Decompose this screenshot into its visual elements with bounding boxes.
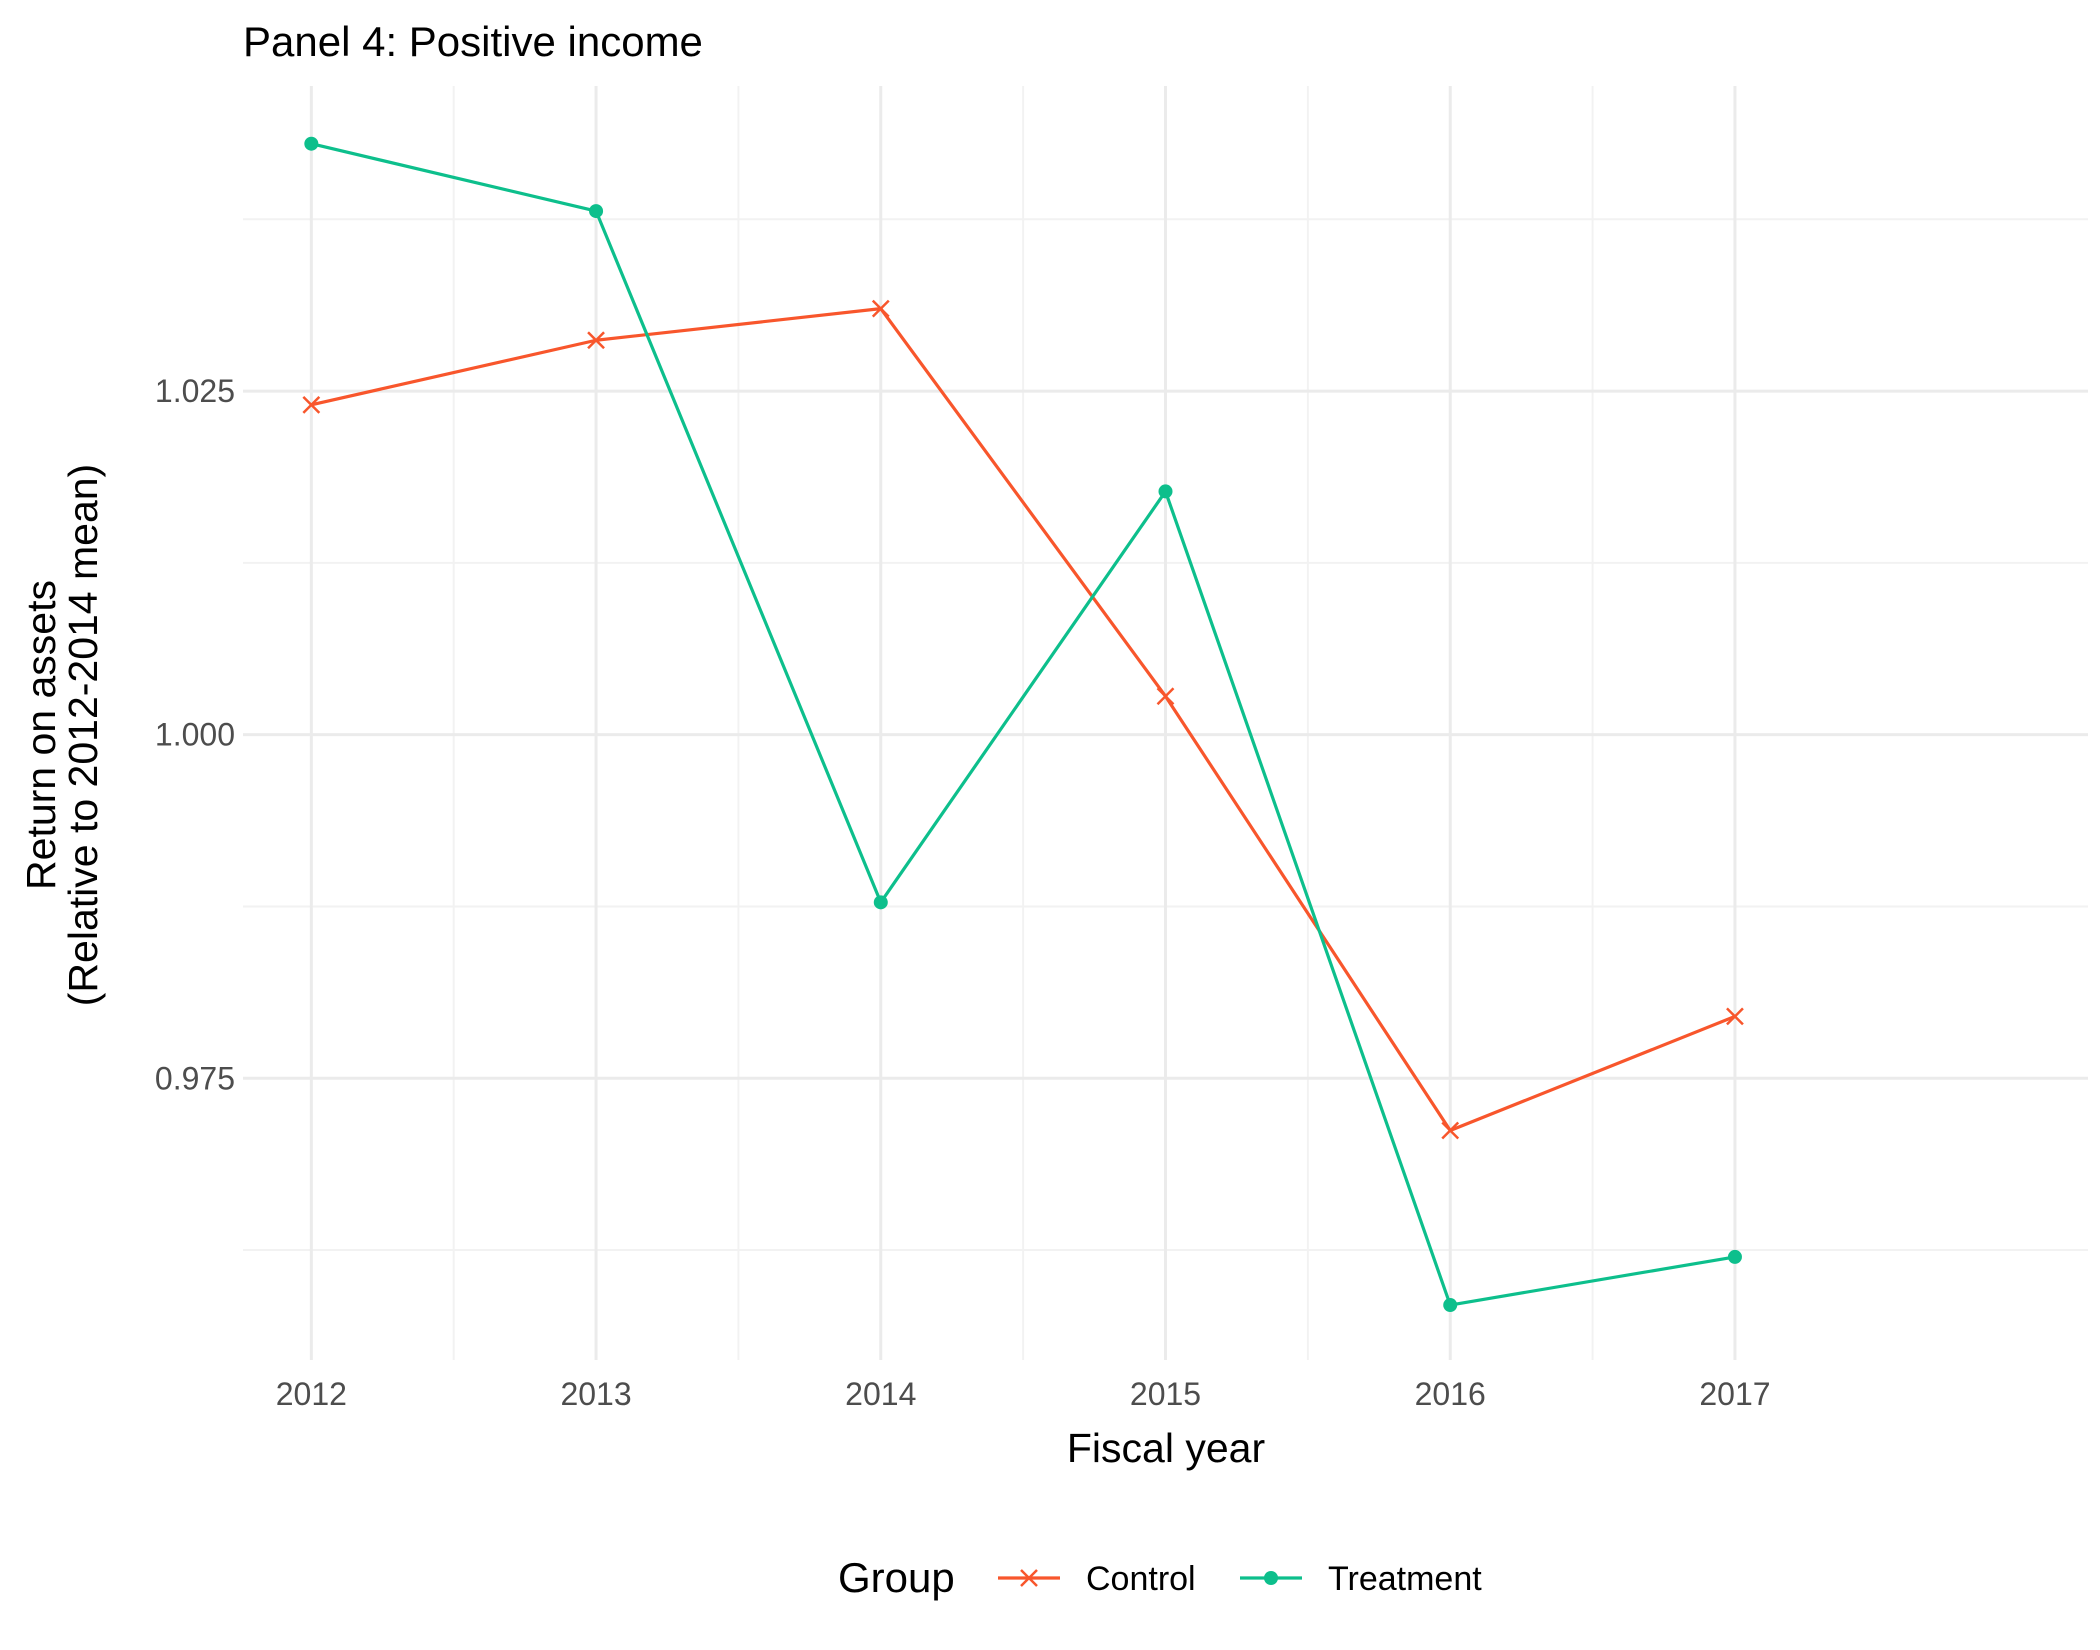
y-axis-title-line1: Return on assets — [18, 580, 64, 890]
control-point — [1441, 1121, 1460, 1140]
treatment-point — [1727, 1249, 1742, 1264]
chart-title: Panel 4: Positive income — [243, 18, 703, 65]
series-layer — [302, 136, 1744, 1313]
treatment-point — [589, 204, 604, 219]
axis-ticks: 0.975 1.000 1.025 2012 2013 2014 2015 2016 2017 — [155, 373, 1771, 1412]
marker-stroke — [871, 299, 890, 318]
marker-stroke — [1441, 1121, 1460, 1140]
y-tick-label: 1.025 — [155, 373, 235, 409]
control-line — [310, 307, 1736, 1133]
treatment-point — [1443, 1298, 1458, 1313]
x-tick-label: 2016 — [1415, 1376, 1486, 1412]
x-tick-label: 2012 — [276, 1376, 347, 1412]
y-axis-title: Return on assets (Relative to 2012-2014 … — [18, 464, 106, 1006]
legend-title: Group — [838, 1554, 955, 1601]
legend-key-marker — [1264, 1571, 1278, 1585]
control-point — [1726, 1007, 1744, 1026]
legend-label-control: Control — [1086, 1560, 1196, 1598]
x-axis-title: Fiscal year — [1067, 1425, 1265, 1471]
control-point — [871, 299, 890, 318]
control-point — [587, 331, 605, 350]
treatment-point — [873, 895, 888, 910]
legend-label-treatment: Treatment — [1328, 1560, 1482, 1598]
marker-stroke — [1726, 1007, 1744, 1026]
treatment-point — [304, 136, 319, 151]
legend-item-control: Control — [998, 1560, 1196, 1598]
y-tick-label: 0.975 — [155, 1060, 235, 1096]
legend: Group Control Treatment — [838, 1554, 1482, 1601]
y-tick-label: 1.000 — [155, 717, 235, 753]
y-axis-title-line2: (Relative to 2012-2014 mean) — [60, 464, 106, 1006]
marker-stroke — [1156, 687, 1175, 706]
x-tick-label: 2014 — [845, 1376, 916, 1412]
marker-stroke — [587, 331, 605, 350]
x-tick-label: 2017 — [1699, 1376, 1770, 1412]
control-point — [1156, 687, 1175, 706]
x-tick-label: 2015 — [1130, 1376, 1201, 1412]
marker-stroke — [302, 395, 321, 414]
treatment-line — [310, 142, 1736, 1307]
grid — [243, 86, 2088, 1360]
x-tick-label: 2013 — [560, 1376, 631, 1412]
control-point — [302, 395, 321, 414]
series-treatment — [304, 136, 1742, 1313]
legend-item-treatment: Treatment — [1240, 1560, 1482, 1598]
series-control — [302, 299, 1744, 1140]
treatment-point — [1158, 484, 1173, 499]
legend-key-marker — [1020, 1569, 1038, 1587]
marker-stroke — [1020, 1569, 1038, 1587]
